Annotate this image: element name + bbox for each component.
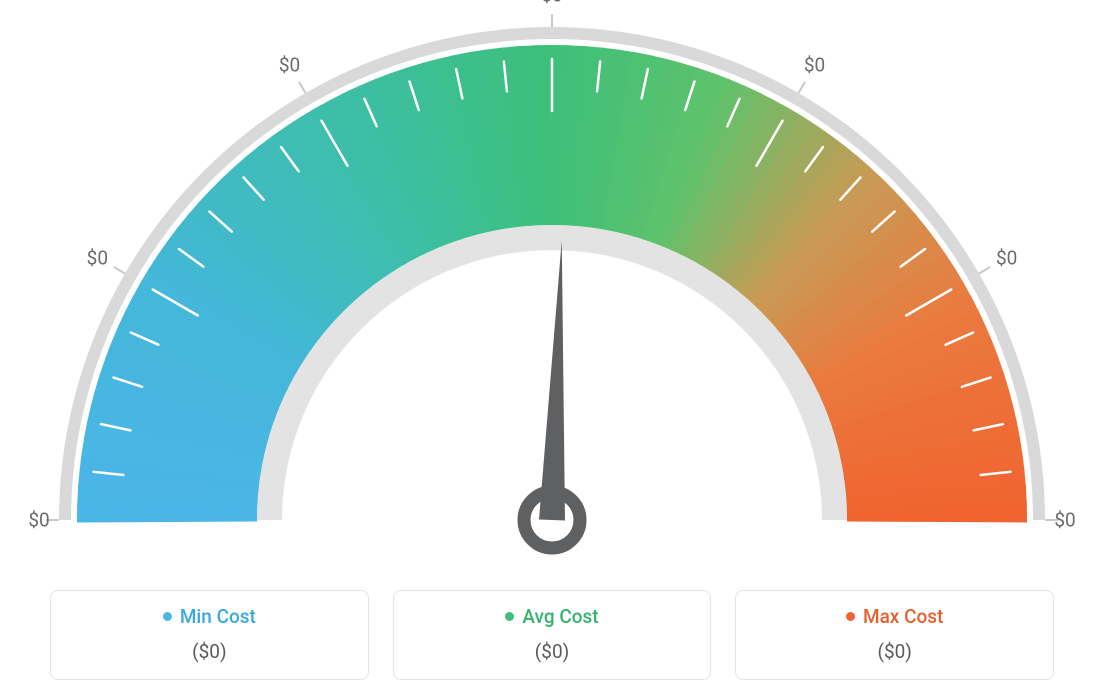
scale-label: $0 bbox=[28, 509, 49, 532]
legend-card-avg: Avg Cost ($0) bbox=[393, 590, 712, 680]
legend-label: Min Cost bbox=[180, 605, 256, 628]
dot-icon bbox=[505, 612, 514, 621]
scale-label: $0 bbox=[804, 54, 825, 77]
legend-row: Min Cost ($0) Avg Cost ($0) Max Cost ($0… bbox=[0, 590, 1104, 680]
scale-label: $0 bbox=[541, 0, 562, 7]
legend-title-max: Max Cost bbox=[846, 605, 943, 628]
legend-value-min: ($0) bbox=[61, 640, 358, 663]
scale-label: $0 bbox=[279, 54, 300, 77]
legend-value-avg: ($0) bbox=[404, 640, 701, 663]
scale-label: $0 bbox=[87, 246, 108, 269]
dot-icon bbox=[163, 612, 172, 621]
legend-label: Max Cost bbox=[863, 605, 943, 628]
legend-value-max: ($0) bbox=[746, 640, 1043, 663]
legend-card-max: Max Cost ($0) bbox=[735, 590, 1054, 680]
scale-label: $0 bbox=[1054, 509, 1075, 532]
gauge-chart: $0 $0 $0 $0 $0 $0 $0 bbox=[0, 0, 1104, 560]
legend-title-min: Min Cost bbox=[163, 605, 256, 628]
legend-label: Avg Cost bbox=[522, 605, 598, 628]
dot-icon bbox=[846, 612, 855, 621]
legend-card-min: Min Cost ($0) bbox=[50, 590, 369, 680]
gauge-svg bbox=[0, 0, 1104, 560]
scale-label: $0 bbox=[996, 246, 1017, 269]
legend-title-avg: Avg Cost bbox=[505, 605, 598, 628]
